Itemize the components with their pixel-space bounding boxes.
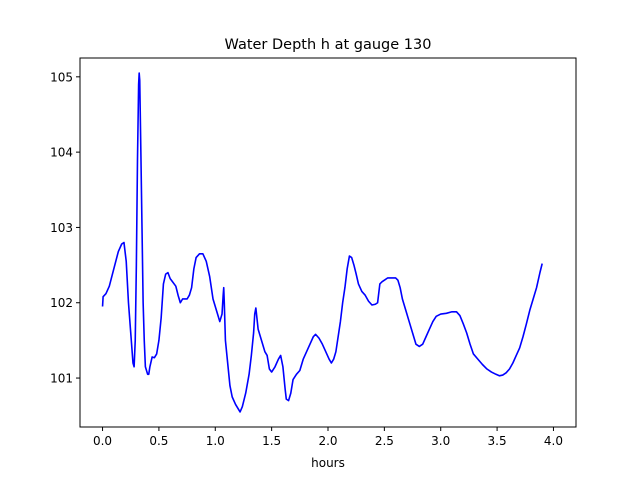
y-tick-label: 102 [50, 296, 73, 310]
y-axis: 101 102 103 104 105 [50, 70, 80, 386]
y-tick-label: 104 [50, 146, 73, 160]
x-tick-label: 3.5 [488, 434, 507, 448]
x-tick-label: 0.5 [149, 434, 168, 448]
x-tick-label: 2.5 [375, 434, 394, 448]
x-axis: 0.0 0.5 1.0 1.5 2.0 2.5 3.0 3.5 4.0 [93, 427, 563, 448]
y-tick-label: 103 [50, 221, 73, 235]
x-tick-label: 1.5 [262, 434, 281, 448]
x-tick-label: 1.0 [206, 434, 225, 448]
y-tick-label: 105 [50, 70, 73, 84]
series-line-0 [101, 72, 543, 413]
plot-area [101, 72, 543, 413]
x-tick-label: 4.0 [544, 434, 563, 448]
x-tick-label: 2.0 [318, 434, 337, 448]
chart-title: Water Depth h at gauge 130 [225, 37, 432, 53]
x-axis-label: hours [311, 456, 345, 470]
axes-frame [79, 57, 577, 428]
x-tick-label: 0.0 [93, 434, 112, 448]
x-tick-label: 3.0 [431, 434, 450, 448]
y-tick-label: 101 [50, 372, 73, 386]
